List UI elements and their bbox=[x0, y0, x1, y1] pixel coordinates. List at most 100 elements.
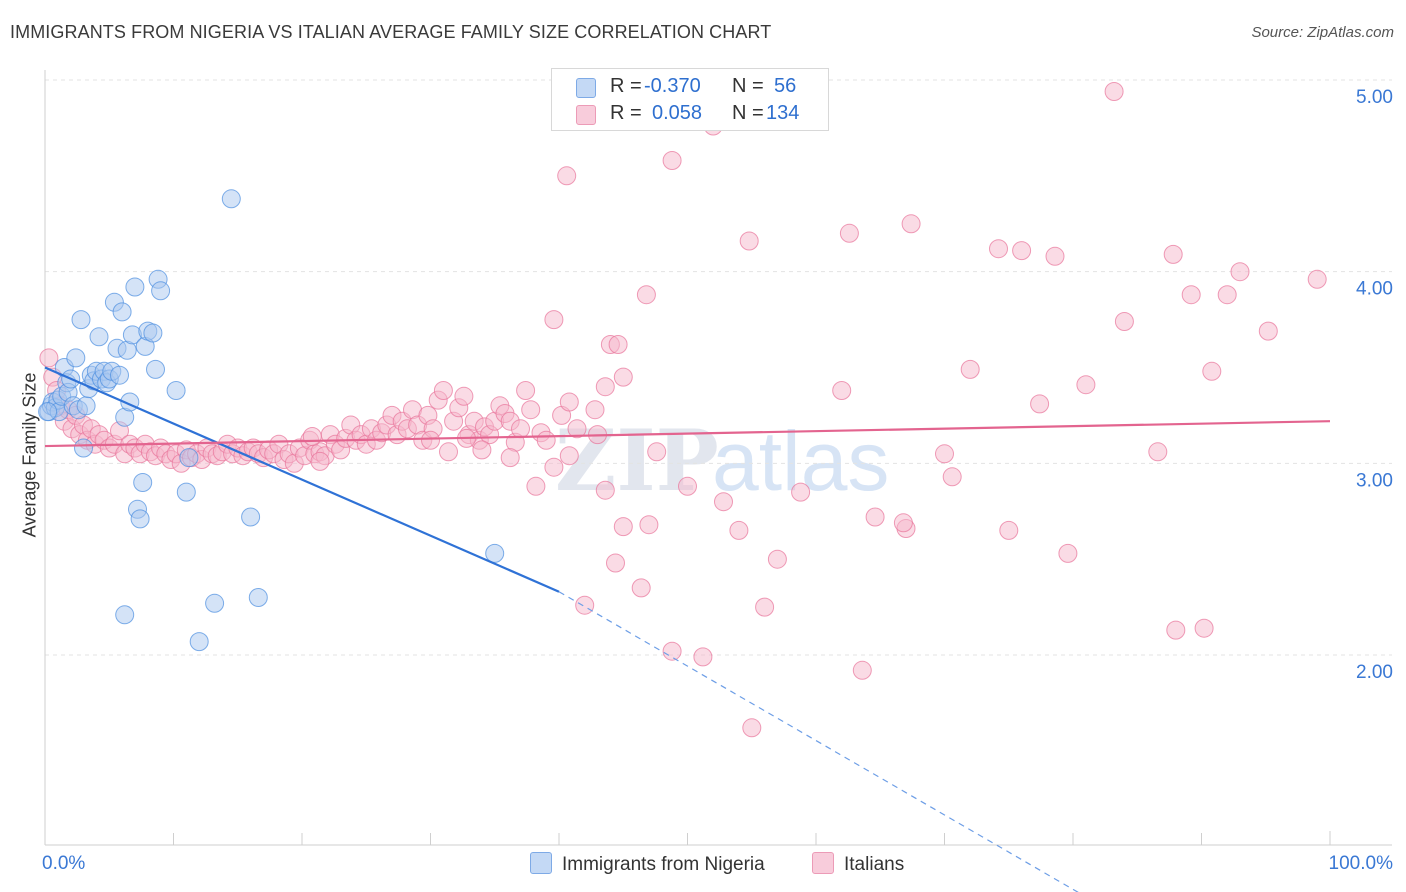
gridlines bbox=[45, 79, 1392, 656]
nigeria-point bbox=[76, 396, 96, 416]
nigeria-point bbox=[166, 381, 186, 400]
italians-point bbox=[567, 419, 587, 439]
italians-legend-swatch bbox=[812, 852, 834, 874]
italians-point bbox=[1194, 618, 1214, 638]
italians-point bbox=[1045, 246, 1065, 266]
italians-point bbox=[647, 442, 667, 462]
italians-point bbox=[595, 377, 615, 397]
italians-point bbox=[595, 480, 615, 500]
italians-point bbox=[742, 718, 762, 738]
italians-point bbox=[559, 392, 579, 412]
italians-point bbox=[1202, 361, 1222, 381]
italians-point bbox=[636, 285, 656, 305]
italians-point bbox=[791, 482, 811, 502]
italians-point bbox=[1148, 442, 1168, 462]
italians-point bbox=[755, 597, 775, 617]
italians-point bbox=[526, 476, 546, 496]
nigeria-trendline-extension bbox=[558, 591, 1079, 892]
nigeria-legend-label: Immigrants from Nigeria bbox=[562, 854, 765, 875]
italians-point bbox=[1217, 285, 1237, 305]
italians-point bbox=[613, 517, 633, 537]
correlation-legend: R = -0.370 N = 56 R = 0.058 N = 134 bbox=[551, 68, 829, 131]
italians-point bbox=[500, 448, 520, 468]
italians-point bbox=[960, 359, 980, 379]
y-tick-label: 3.00 bbox=[1356, 470, 1393, 491]
italians-point bbox=[557, 166, 577, 186]
italians-point bbox=[454, 386, 474, 406]
nigeria-point bbox=[221, 189, 241, 209]
italians-point bbox=[439, 442, 458, 462]
italians-point bbox=[39, 348, 59, 368]
italians-point bbox=[999, 520, 1019, 540]
y-tick-label: 4.00 bbox=[1356, 279, 1393, 300]
italians-point bbox=[559, 446, 579, 466]
y-axis-label: Average Family Size bbox=[19, 372, 40, 538]
nigeria-point bbox=[130, 509, 150, 529]
nigeria-point bbox=[38, 402, 58, 422]
italians-point bbox=[662, 151, 682, 170]
italians-point bbox=[1030, 394, 1050, 414]
legend-r-label: R = bbox=[610, 75, 642, 97]
legend-r-value: 0.058 bbox=[652, 102, 703, 124]
legend-r-value: -0.370 bbox=[644, 75, 701, 97]
italians-point bbox=[1012, 241, 1032, 261]
italians-point bbox=[472, 440, 492, 460]
italians-point bbox=[714, 492, 733, 512]
italians-point bbox=[433, 381, 453, 400]
italians-point bbox=[1058, 543, 1078, 563]
italians-point bbox=[1114, 312, 1134, 331]
italians-point bbox=[1230, 262, 1250, 282]
nigeria-point bbox=[179, 448, 199, 468]
chart-title: IMMIGRANTS FROM NIGERIA VS ITALIAN AVERA… bbox=[10, 22, 772, 42]
italians-point bbox=[678, 476, 697, 496]
italians-point bbox=[662, 641, 682, 661]
italians-legend-label: Italians bbox=[844, 854, 905, 875]
nigeria-point bbox=[248, 588, 268, 607]
italians-point bbox=[989, 239, 1008, 259]
nigeria-point bbox=[74, 438, 93, 458]
nigeria-point bbox=[112, 302, 132, 322]
italians-point bbox=[901, 214, 921, 234]
nigeria-point bbox=[485, 543, 505, 563]
italians-point bbox=[1181, 285, 1201, 305]
italians-point bbox=[585, 400, 605, 420]
italians-point bbox=[1166, 620, 1186, 640]
italians-point bbox=[421, 430, 440, 450]
nigeria-point bbox=[189, 632, 209, 652]
italians-point bbox=[1104, 82, 1124, 101]
italians-point bbox=[1307, 269, 1327, 289]
y-tick-label: 2.00 bbox=[1356, 662, 1393, 683]
nigeria-point bbox=[71, 310, 91, 330]
italians-point bbox=[516, 381, 536, 400]
legend-n-value: 56 bbox=[774, 75, 797, 97]
italians-point bbox=[935, 444, 954, 464]
x-tick-label: 100.0% bbox=[1329, 853, 1394, 874]
legend-item-italians: Italians bbox=[812, 852, 904, 876]
legend-r-label: R = bbox=[610, 102, 642, 124]
legend-n-label: N = bbox=[732, 75, 764, 97]
italians-point bbox=[865, 507, 885, 527]
italians-point bbox=[310, 451, 330, 471]
nigeria-point bbox=[133, 473, 153, 492]
italians-point bbox=[606, 553, 625, 573]
italians-point bbox=[521, 400, 541, 420]
italians-point bbox=[536, 430, 556, 450]
legend-row-nigeria: R = -0.370 N = 56 bbox=[552, 74, 828, 100]
legend-item-nigeria: Immigrants from Nigeria bbox=[530, 852, 765, 876]
nigeria-point bbox=[146, 359, 165, 379]
tick-labels: 2.00 3.00 4.00 5.00 0.0% 100.0% bbox=[42, 87, 1393, 874]
nigeria-swatch bbox=[576, 78, 596, 98]
italians-point bbox=[942, 467, 962, 487]
italians-point bbox=[639, 515, 659, 535]
italians-point bbox=[839, 223, 859, 243]
nigeria-point bbox=[205, 593, 225, 613]
italians-point bbox=[613, 367, 633, 387]
legend-n-label: N = bbox=[732, 102, 764, 124]
italians-point bbox=[767, 549, 787, 569]
italians-point bbox=[608, 335, 628, 354]
italians-point bbox=[1258, 321, 1278, 341]
nigeria-point bbox=[143, 323, 163, 343]
nigeria-point bbox=[151, 281, 171, 301]
italians-point bbox=[544, 457, 564, 477]
nigeria-point bbox=[125, 277, 145, 297]
